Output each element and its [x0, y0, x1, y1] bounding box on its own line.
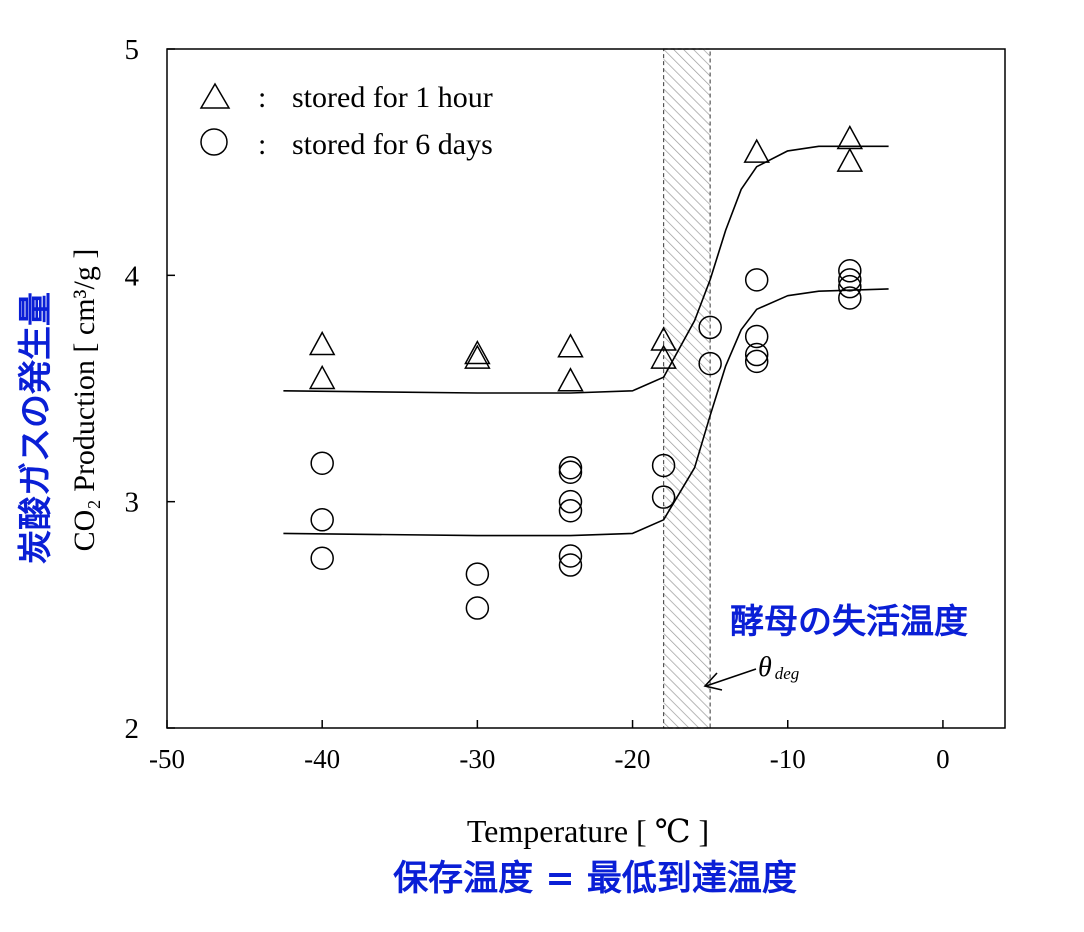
- data-point-circle: [744, 324, 769, 349]
- data-point-circle: [744, 342, 769, 367]
- x-tick-label: 0: [936, 744, 950, 774]
- data-point-triangle: [836, 124, 864, 150]
- data-point-circle: [651, 485, 676, 509]
- arrow-head-icon: [703, 672, 723, 691]
- legend-item-6-days: : stored for 6 days: [200, 128, 493, 161]
- data-point-triangle: [557, 367, 584, 392]
- legend-separator: :: [258, 81, 266, 114]
- data-point-triangle: [308, 364, 336, 390]
- shaded-region: [662, 48, 711, 729]
- x-tick-label: -10: [770, 744, 806, 774]
- data-point-triangle: [308, 330, 336, 356]
- legend-label-6-days: stored for 6 days: [292, 128, 493, 161]
- data-point-circle: [838, 259, 862, 283]
- data-point-circle: [558, 553, 583, 577]
- legend-label-1-hour: stored for 1 hour: [292, 81, 493, 114]
- data-point-triangle: [650, 344, 677, 369]
- y-axis-title: CO₂ Production [ cm³/g ]: [68, 249, 101, 552]
- legend: : stored for 1 hour : stored for 6 days: [199, 81, 493, 161]
- y-tick-label: 3: [125, 487, 140, 519]
- data-point-circle: [838, 274, 862, 299]
- theta-symbol: θ: [758, 652, 772, 683]
- fit-curve-series-2: [283, 288, 889, 537]
- x-tick-label: -40: [304, 744, 340, 774]
- data-point-circle: [558, 455, 583, 480]
- data-point-circle: [838, 268, 862, 292]
- data-point-circle: [310, 451, 334, 475]
- x-axis-title: Temperature [ ℃ ]: [467, 813, 709, 849]
- circle-marker-icon: [200, 128, 228, 156]
- data-point-circle: [558, 489, 583, 514]
- fit-curve-series-1: [283, 145, 889, 394]
- theta-deg-annotation: θ deg: [703, 652, 799, 691]
- y-axis-title-japanese: 炭酸ガスの発生量: [16, 292, 56, 564]
- data-point-circle: [838, 286, 862, 310]
- data-point-circle: [651, 453, 676, 478]
- legend-separator: :: [258, 128, 266, 161]
- y-tick-label: 4: [125, 260, 140, 292]
- x-tick-label: -30: [459, 744, 495, 774]
- data-point-circle: [698, 351, 722, 376]
- data-point-circle: [465, 596, 490, 620]
- x-tick-label: -50: [149, 744, 185, 774]
- data-point-triangle: [836, 147, 864, 172]
- yeast-inactivation-temperature-label: 酵母の失活温度: [730, 602, 968, 642]
- theta-arrow-line: [705, 668, 757, 687]
- data-point-triangle: [743, 138, 770, 163]
- data-point-circle: [465, 562, 490, 586]
- legend-item-1-hour: : stored for 1 hour: [199, 81, 493, 114]
- data-point-triangle: [464, 339, 491, 365]
- data-point-circle: [558, 498, 583, 523]
- y-tick-label: 5: [125, 34, 140, 66]
- data-point-circle: [698, 315, 722, 340]
- data-point-circle: [558, 460, 583, 484]
- data-point-triangle: [650, 326, 677, 351]
- data-point-circle: [558, 544, 583, 568]
- plot-area-frame: [166, 48, 1006, 729]
- data-point-circle: [310, 508, 334, 532]
- y-tick-label: 2: [125, 713, 140, 745]
- data-point-circle: [310, 546, 334, 570]
- theta-subscript: deg: [775, 664, 800, 683]
- data-point-triangle: [464, 344, 491, 369]
- triangle-marker-icon: [199, 82, 231, 109]
- data-point-circle: [744, 268, 769, 292]
- x-tick-label: -20: [615, 744, 651, 774]
- x-axis-title-japanese: 保存温度 = 最低到達温度: [393, 859, 797, 899]
- data-point-circle: [744, 349, 769, 374]
- data-point-triangle: [557, 333, 584, 358]
